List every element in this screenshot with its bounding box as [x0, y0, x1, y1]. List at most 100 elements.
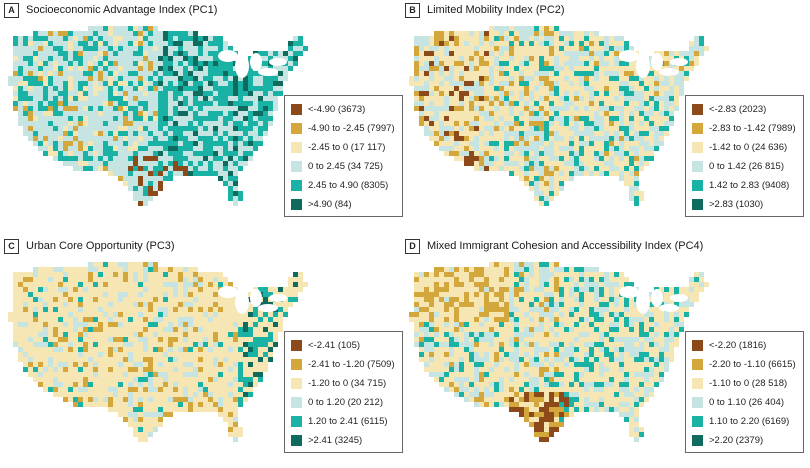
county-cell: [614, 76, 619, 81]
county-cell: [494, 106, 499, 111]
county-cell: [424, 61, 429, 66]
county-cell: [38, 41, 43, 46]
county-cell: [158, 81, 163, 86]
county-cell: [599, 46, 604, 51]
county-cell: [539, 196, 544, 201]
county-cell: [173, 287, 178, 292]
county-cell: [83, 387, 88, 392]
county-cell: [113, 312, 118, 317]
county-cell: [178, 86, 183, 91]
county-cell: [589, 307, 594, 312]
county-cell: [128, 96, 133, 101]
county-cell: [499, 41, 504, 46]
county-cell: [153, 106, 158, 111]
county-cell: [519, 171, 524, 176]
county-cell: [554, 36, 559, 41]
county-cell: [108, 317, 113, 322]
county-cell: [208, 317, 213, 322]
county-cell: [454, 121, 459, 126]
county-cell: [529, 151, 534, 156]
county-cell: [48, 136, 53, 141]
county-cell: [113, 357, 118, 362]
county-cell: [183, 66, 188, 71]
county-cell: [258, 367, 263, 372]
county-cell: [213, 151, 218, 156]
county-cell: [138, 322, 143, 327]
county-cell: [469, 292, 474, 297]
county-cell: [524, 106, 529, 111]
county-cell: [183, 31, 188, 36]
county-cell: [73, 56, 78, 61]
county-cell: [73, 347, 78, 352]
county-cell: [173, 141, 178, 146]
county-cell: [173, 327, 178, 332]
county-cell: [529, 76, 534, 81]
county-cell: [53, 146, 58, 151]
county-cell: [23, 51, 28, 56]
county-cell: [263, 61, 268, 66]
county-cell: [489, 31, 494, 36]
county-cell: [238, 312, 243, 317]
county-cell: [28, 287, 33, 292]
county-cell: [464, 76, 469, 81]
county-cell: [484, 71, 489, 76]
county-cell: [554, 302, 559, 307]
county-cell: [654, 76, 659, 81]
county-cell: [614, 71, 619, 76]
county-cell: [649, 131, 654, 136]
county-cell: [168, 116, 173, 121]
county-cell: [78, 292, 83, 297]
county-cell: [454, 307, 459, 312]
county-cell: [594, 121, 599, 126]
county-cell: [168, 412, 173, 417]
county-cell: [88, 161, 93, 166]
county-cell: [664, 126, 669, 131]
county-cell: [489, 26, 494, 31]
county-cell: [198, 277, 203, 282]
county-cell: [203, 161, 208, 166]
county-cell: [123, 181, 128, 186]
county-cell: [248, 332, 253, 337]
county-cell: [53, 317, 58, 322]
county-cell: [68, 357, 73, 362]
county-cell: [203, 56, 208, 61]
county-cell: [243, 131, 248, 136]
county-cell: [479, 81, 484, 86]
county-cell: [514, 151, 519, 156]
county-cell: [273, 66, 278, 71]
county-cell: [68, 272, 73, 277]
county-cell: [629, 297, 634, 302]
county-cell: [459, 121, 464, 126]
county-cell: [604, 51, 609, 56]
county-cell: [604, 307, 609, 312]
county-cell: [494, 141, 499, 146]
county-cell: [168, 131, 173, 136]
county-cell: [434, 96, 439, 101]
county-cell: [53, 287, 58, 292]
county-cell: [163, 332, 168, 337]
county-cell: [228, 347, 233, 352]
county-cell: [103, 352, 108, 357]
county-cell: [98, 302, 103, 307]
county-cell: [58, 302, 63, 307]
county-cell: [138, 327, 143, 332]
county-cell: [243, 312, 248, 317]
county-cell: [133, 337, 138, 342]
county-cell: [73, 101, 78, 106]
county-cell: [479, 141, 484, 146]
county-cell: [479, 272, 484, 277]
county-cell: [68, 116, 73, 121]
county-cell: [454, 146, 459, 151]
county-cell: [63, 372, 68, 377]
county-cell: [198, 146, 203, 151]
county-cell: [609, 91, 614, 96]
county-cell: [73, 402, 78, 407]
county-cell: [694, 277, 699, 282]
county-cell: [208, 377, 213, 382]
county-cell: [68, 76, 73, 81]
county-cell: [549, 71, 554, 76]
legend-item: 0 to 2.45 (34 725): [291, 157, 402, 176]
county-cell: [599, 161, 604, 166]
county-cell: [213, 362, 218, 367]
county-cell: [253, 106, 258, 111]
